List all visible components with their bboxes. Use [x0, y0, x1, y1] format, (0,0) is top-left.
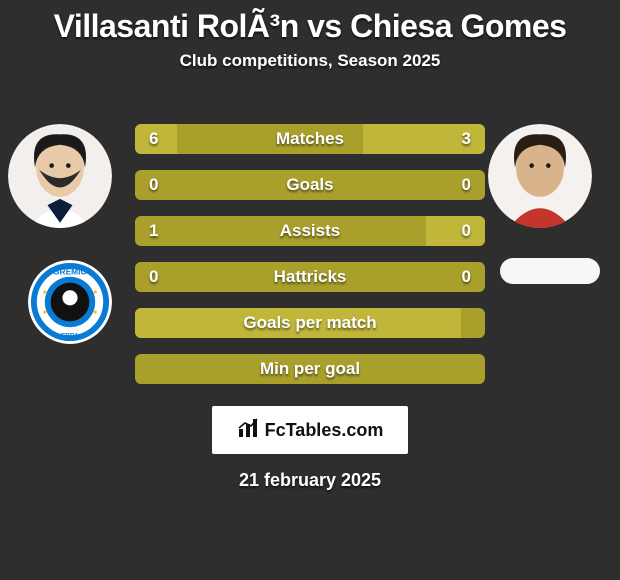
chart-icon — [237, 417, 259, 444]
club-badge-left: GRÊMIO FBPA — [28, 260, 112, 344]
stat-label: Goals — [135, 170, 485, 200]
subtitle: Club competitions, Season 2025 — [0, 51, 620, 71]
stat-label: Goals per match — [135, 308, 485, 338]
svg-text:GRÊMIO: GRÊMIO — [53, 265, 87, 276]
stat-value-left: 0 — [149, 170, 158, 200]
stat-value-right: 3 — [462, 124, 471, 154]
logo-text: FcTables.com — [265, 420, 384, 441]
player-avatar-right — [488, 124, 592, 228]
svg-text:FBPA: FBPA — [61, 332, 79, 339]
stat-label: Matches — [135, 124, 485, 154]
stat-value-right: 0 — [462, 170, 471, 200]
stat-row: Hattricks0 0 — [135, 262, 485, 292]
stat-label: Min per goal — [135, 354, 485, 384]
stat-value-right: 0 — [462, 262, 471, 292]
stat-row: Goals0 0 — [135, 170, 485, 200]
comparison-card: Villasanti RolÃ³n vs Chiesa Gomes Club c… — [0, 0, 620, 580]
stat-bars: Matches63Goals00Assists10Hattricks00Goal… — [135, 124, 485, 400]
stat-row: Min per goal — [135, 354, 485, 384]
stat-value-right: 0 — [462, 216, 471, 246]
stat-label: Assists — [135, 216, 485, 246]
date-text: 21 february 2025 — [0, 470, 620, 491]
stat-row: Assists1 0 — [135, 216, 485, 246]
player-avatar-left — [8, 124, 112, 228]
stat-label: Hattricks — [135, 262, 485, 292]
stat-value-left: 0 — [149, 262, 158, 292]
stat-row: Matches6 3 — [135, 124, 485, 154]
fctables-logo: FcTables.com — [212, 406, 408, 454]
page-title: Villasanti RolÃ³n vs Chiesa Gomes — [0, 8, 620, 45]
club-badge-right — [500, 258, 600, 284]
stat-row: Goals per match — [135, 308, 485, 338]
stat-value-left: 1 — [149, 216, 158, 246]
stat-value-left: 6 — [149, 124, 158, 154]
